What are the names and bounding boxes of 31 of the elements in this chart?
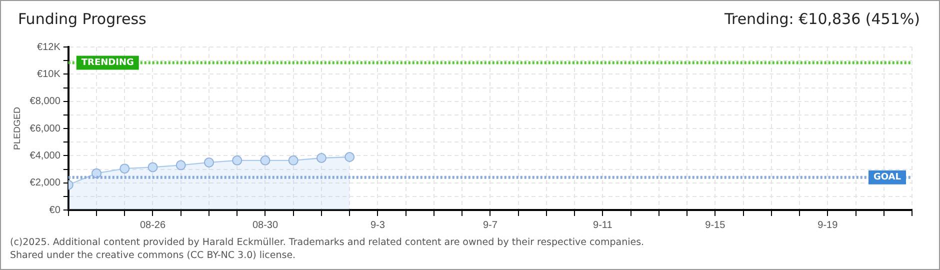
text: Shared under the creative commons (CC BY-NC 3.0) license. xyxy=(10,250,296,261)
y-tick-label: €10K xyxy=(37,68,61,80)
point xyxy=(204,157,214,168)
point xyxy=(344,152,355,162)
y-axis-title: PLEDGED xyxy=(12,106,22,150)
point xyxy=(288,155,298,166)
chart-title: Funding Progress xyxy=(18,10,146,28)
x-tick-label: 08-30 xyxy=(252,220,278,231)
x-tick-label: 9-15 xyxy=(705,220,726,231)
point xyxy=(120,164,130,174)
y-tick-label: €8,000 xyxy=(30,96,61,108)
point xyxy=(316,152,326,163)
y-tick-label: €12K xyxy=(37,42,61,53)
y-tick-label: €0 xyxy=(49,204,61,216)
x-tick-label: 9-3 xyxy=(370,220,386,231)
x-tick-label: 9-19 xyxy=(818,220,838,231)
point xyxy=(148,162,158,172)
y-tick-label: €2,000 xyxy=(30,178,61,189)
point xyxy=(92,168,102,178)
point xyxy=(260,155,270,166)
x-tick-label: 9-11 xyxy=(593,220,613,231)
ref-line-label: GOAL xyxy=(874,172,902,183)
text: (c)2025. Additional content provided by Harald Eckmüller. Trademarks and related content are owned by their respective companies. xyxy=(10,237,644,248)
x-tick-label: 9-7 xyxy=(482,220,498,231)
point xyxy=(176,160,186,170)
x-tick-label: 08-26 xyxy=(140,220,166,231)
ref-line-label: TRENDING xyxy=(81,58,134,68)
text: Trending: €10,836 (451%) xyxy=(724,10,920,28)
y-tick-label: €6,000 xyxy=(30,123,61,134)
point xyxy=(232,155,242,166)
y-tick-label: €4,000 xyxy=(30,150,61,162)
